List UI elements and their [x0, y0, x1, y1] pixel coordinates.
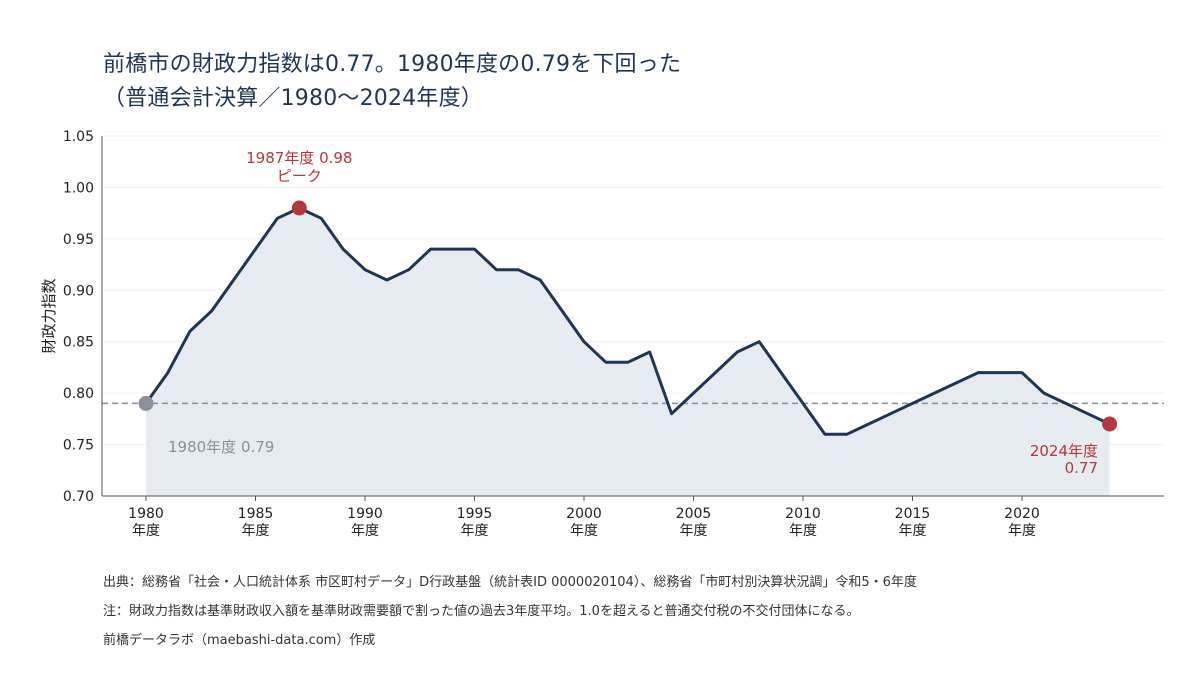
- y-tick-0.75: 0.75: [63, 438, 94, 454]
- annotation-peak-value: 1987年度 0.98: [246, 149, 352, 167]
- y-tick-labels: 0.70 0.75 0.80 0.85 0.90 0.95 1.00 1.05: [63, 129, 94, 505]
- chart-title: 前橋市の財政力指数は0.77。1980年度の0.79を下回った （普通会計決算／…: [103, 48, 681, 116]
- x-tick-unit-2015: 年度: [899, 523, 927, 539]
- footnotes: 出典：総務省「社会・人口統計体系 市区町村データ」D行政基盤（統計表ID 000…: [103, 568, 917, 655]
- marker-peak: [291, 200, 307, 216]
- x-tick-unit-2000: 年度: [570, 523, 598, 539]
- y-axis-label: 財政力指数: [40, 278, 58, 353]
- chart-title-line1: 前橋市の財政力指数は0.77。1980年度の0.79を下回った: [103, 52, 682, 77]
- x-tick-unit-2010: 年度: [789, 523, 817, 539]
- annotation-start-label: 1980年度 0.79: [168, 438, 274, 456]
- x-tick-1990: 1990: [347, 506, 383, 522]
- x-tick-unit-1990: 年度: [351, 523, 379, 539]
- x-tick-unit-2005: 年度: [680, 523, 708, 539]
- y-tick-0.70: 0.70: [63, 489, 94, 505]
- annotation-latest-value: 0.77: [1065, 459, 1098, 477]
- annotation-peak-label: ピーク: [277, 167, 322, 185]
- y-tick-1.00: 1.00: [63, 180, 94, 196]
- x-tick-1980: 1980: [128, 506, 164, 522]
- series-line: [144, 206, 1111, 436]
- x-tick-unit-2020: 年度: [1008, 523, 1036, 539]
- x-tick-2020: 2020: [1004, 506, 1040, 522]
- definition-note: 注：財政力指数は基準財政収入額を基準財政需要額で割った値の過去3年度平均。1.0…: [103, 604, 860, 619]
- x-tick-labels: 1980年度1985年度1990年度1995年度2000年度2005年度2010…: [128, 496, 1040, 539]
- chart-svg: 0.700.750.800.850.900.951.001.05 1980年度1…: [40, 129, 1164, 539]
- x-tick-unit-1985: 年度: [242, 523, 270, 539]
- source-note: 出典：総務省「社会・人口統計体系 市区町村データ」D行政基盤（統計表ID 000…: [103, 575, 917, 590]
- y-tick-0.80: 0.80: [63, 386, 94, 402]
- marker-latest: [1102, 416, 1118, 432]
- y-tick-0.85: 0.85: [63, 335, 94, 351]
- x-tick-2000: 2000: [566, 506, 602, 522]
- x-tick-2005: 2005: [676, 506, 712, 522]
- area-fill: [146, 208, 1110, 496]
- x-tick-2015: 2015: [895, 506, 931, 522]
- y-tick-0.90: 0.90: [63, 283, 94, 299]
- axes: [101, 136, 1164, 497]
- annotation-latest-year: 2024年度: [1030, 442, 1098, 460]
- x-tick-1995: 1995: [457, 506, 493, 522]
- x-tick-1985: 1985: [238, 506, 274, 522]
- y-tick-1.05: 1.05: [63, 129, 94, 145]
- marker-start: [138, 395, 154, 411]
- y-tick-0.95: 0.95: [63, 232, 94, 248]
- credit-note: 前橋データラボ（maebashi-data.com）作成: [103, 633, 376, 648]
- chart-title-line2: （普通会計決算／1980～2024年度）: [103, 86, 483, 111]
- x-tick-unit-1980: 年度: [132, 523, 160, 539]
- x-tick-unit-1995: 年度: [461, 523, 489, 539]
- x-tick-2010: 2010: [785, 506, 821, 522]
